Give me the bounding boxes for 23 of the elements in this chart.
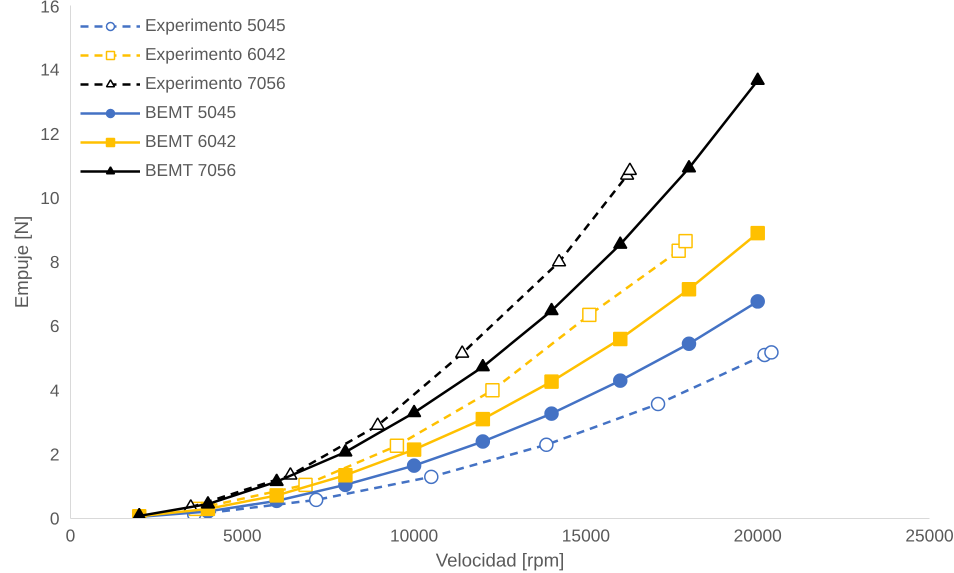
x-tick-label: 15000 [562,526,610,546]
x-axis-title: Velocidad [rpm] [436,550,564,570]
legend-label: Experimento 7056 [145,73,286,94]
x-tick-label: 10000 [390,526,438,546]
y-tick-label: 16 [40,0,60,16]
y-tick-label: 0 [50,508,60,528]
x-tick-label: 0 [66,526,76,546]
legend-label: BEMT 7056 [145,160,236,181]
x-tick-label: 25000 [905,526,954,546]
y-tick-label: 14 [40,60,60,80]
legend-label: Experimento 5045 [145,15,286,36]
y-tick-label: 4 [50,380,60,400]
x-tick-label: 20000 [734,526,782,546]
y-tick-label: 2 [50,444,60,464]
y-tick-label: 12 [40,124,60,144]
y-tick-label: 10 [40,188,60,208]
legend-label: BEMT 6042 [145,131,236,152]
legend-label: Experimento 6042 [145,44,286,65]
legend-label: BEMT 5045 [145,102,236,123]
y-tick-label: 8 [50,252,60,272]
y-tick-label: 6 [50,316,60,336]
y-axis-title: Empuje [N] [11,216,32,308]
x-tick-label: 5000 [223,526,262,546]
